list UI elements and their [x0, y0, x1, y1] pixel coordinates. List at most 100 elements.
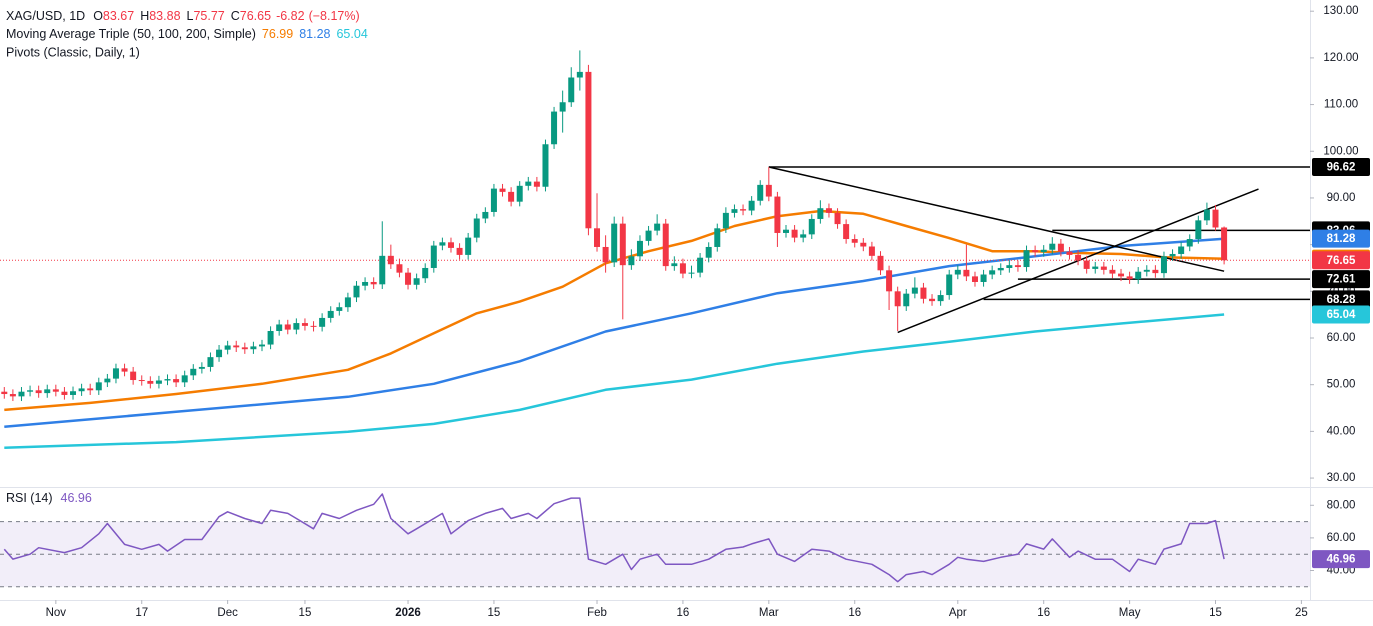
candle-body — [490, 188, 497, 212]
candle-body — [946, 274, 953, 296]
candle-body — [671, 263, 678, 267]
candle-body — [997, 267, 1004, 271]
candle-body — [422, 267, 429, 279]
candle-body — [542, 144, 549, 187]
candle-body — [104, 378, 111, 383]
candle-body — [843, 224, 850, 240]
candle-body — [800, 234, 807, 238]
symbol: XAG/USD, 1D — [6, 9, 85, 23]
price-badge — [1312, 550, 1370, 569]
candle-body — [731, 209, 738, 213]
candle-body — [551, 111, 558, 145]
candle-body — [1057, 243, 1064, 252]
candle-body — [1100, 266, 1107, 270]
legend-ma: Moving Average Triple (50, 100, 200, Sim… — [6, 27, 368, 41]
x-tick-label: 15 — [1209, 607, 1222, 619]
candle-body — [473, 218, 480, 238]
price-badge-label: 46.96 — [1327, 554, 1356, 566]
candle-body — [456, 247, 463, 255]
candle-body — [765, 184, 772, 197]
candle-body — [1066, 251, 1073, 255]
candle-body — [267, 331, 274, 345]
candle-body — [87, 388, 94, 391]
price-badge-label: 65.04 — [1327, 309, 1356, 321]
rsi-title: RSI (14) — [6, 491, 53, 505]
candle-body — [190, 368, 197, 376]
ohlc-value: 83.88 — [149, 9, 180, 23]
candle-body — [52, 389, 59, 392]
candle-body — [1169, 253, 1176, 257]
candle-body — [207, 357, 214, 367]
candle-body — [662, 223, 669, 267]
price-badge-label: 96.62 — [1327, 162, 1356, 174]
candle-body — [1092, 266, 1099, 269]
x-tick-label: 16 — [848, 607, 861, 619]
candle-body — [1135, 271, 1142, 280]
ohlc-value: 75.77 — [193, 9, 224, 23]
candle-body — [585, 71, 592, 229]
price-badge — [1312, 270, 1370, 289]
candle-body — [714, 228, 721, 247]
candle-body — [250, 346, 257, 350]
x-tick-label: 2026 — [395, 607, 421, 619]
price-badge — [1312, 158, 1370, 177]
y-tick-label: 100.00 — [1323, 145, 1358, 157]
price-badge — [1312, 229, 1370, 248]
candle-body — [396, 264, 403, 273]
x-tick-label: 15 — [488, 607, 501, 619]
candle-body — [181, 375, 188, 383]
trendline — [768, 166, 1225, 272]
candle-body — [808, 218, 815, 235]
ohlc-label: C — [231, 9, 240, 23]
candle-body — [679, 263, 686, 274]
candle-body — [877, 255, 884, 271]
candle-body — [1083, 260, 1090, 269]
candle-body — [860, 242, 867, 247]
candle-body — [164, 379, 171, 381]
candle-body — [1143, 269, 1150, 272]
x-tick-label: Apr — [949, 607, 967, 619]
candle-body — [293, 323, 300, 330]
candle-body — [1152, 269, 1159, 274]
candle-body — [173, 379, 180, 383]
ohlc-value: 76.65 — [240, 9, 271, 23]
candle-body — [533, 181, 540, 187]
ohlc-value: 83.67 — [103, 9, 134, 23]
candle-body — [559, 102, 566, 112]
candle-body — [138, 380, 145, 382]
candle-body — [1109, 269, 1116, 274]
candle-body — [980, 274, 987, 282]
y-tick-label: 90.00 — [1327, 192, 1356, 204]
candle-body — [851, 239, 858, 243]
candle-body — [1075, 254, 1082, 261]
candle-body — [259, 344, 265, 347]
candle-body — [748, 200, 755, 211]
ma-value: 76.99 — [262, 27, 293, 41]
candle-body — [525, 181, 532, 186]
candle-body — [155, 380, 162, 384]
y-tick-label: 130.00 — [1323, 5, 1358, 17]
y-tick-label: 110.00 — [1324, 99, 1358, 111]
candle-body — [35, 390, 42, 394]
rsi-value: 46.96 — [61, 491, 92, 505]
candle-body — [1014, 265, 1021, 268]
x-tick-label: 17 — [135, 607, 148, 619]
candle-body — [121, 368, 128, 372]
legend-pivots: Pivots (Classic, Daily, 1) — [6, 45, 140, 59]
candle-body — [9, 394, 16, 397]
candle-body — [362, 281, 369, 286]
candle-body — [1160, 256, 1167, 274]
candle-body — [1195, 220, 1202, 240]
candle-body — [868, 246, 875, 256]
candle-body — [989, 270, 996, 275]
candle-body — [112, 368, 119, 379]
candle-body — [499, 188, 506, 192]
candle-body — [611, 223, 618, 263]
price-badge — [1312, 290, 1370, 309]
candle-body — [447, 242, 454, 248]
legend-symbol: XAG/USD, 1D O83.67 H83.88 L75.77 C76.65 -6.82… — [6, 9, 360, 23]
candle-body — [70, 391, 77, 395]
ohlc-label: L — [187, 9, 194, 23]
candle-body — [327, 310, 334, 318]
